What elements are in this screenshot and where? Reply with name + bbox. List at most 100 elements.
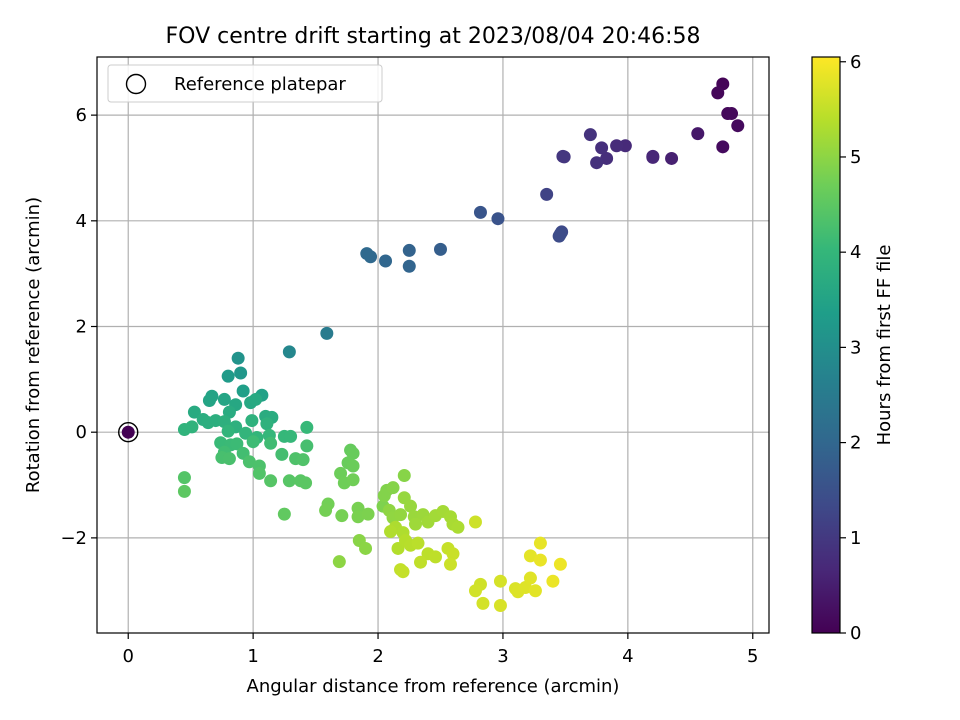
scatter-point — [177, 484, 191, 498]
scatter-point — [282, 345, 296, 359]
scatter-point — [320, 326, 334, 340]
x-tick-label: 2 — [372, 646, 383, 667]
scatter-point — [332, 555, 346, 569]
grid-lines — [97, 57, 769, 633]
scatter-point — [528, 584, 542, 598]
scatter-point — [409, 517, 423, 531]
scatter-point — [177, 471, 191, 485]
scatter-point — [282, 474, 296, 488]
scatter-point — [646, 150, 660, 164]
colorbar-tick-label: 6 — [850, 52, 861, 73]
y-tick-label: −2 — [60, 528, 87, 549]
y-tick-label: 2 — [76, 317, 87, 338]
scatter-point — [252, 466, 266, 480]
scatter-point — [264, 436, 278, 450]
colorbar-label: Hours from first FF file — [874, 245, 895, 446]
scatter-point — [221, 369, 235, 383]
scatter-point — [260, 417, 274, 431]
colorbar-frame — [811, 56, 841, 634]
scatter-point — [518, 581, 532, 595]
scatter-point — [397, 469, 411, 483]
scatter-point — [476, 596, 490, 610]
scatter-point — [187, 405, 201, 419]
scatter-point — [691, 127, 705, 141]
scatter-point — [249, 392, 263, 406]
x-tick-label: 4 — [622, 646, 633, 667]
colorbar-tick-label: 2 — [850, 433, 861, 454]
scatter-point — [493, 599, 507, 613]
x-tick-label: 1 — [247, 646, 258, 667]
scatter-point — [335, 509, 349, 523]
legend-box — [107, 64, 383, 103]
scatter-point — [468, 515, 482, 529]
scatter-point — [473, 205, 487, 219]
scatter-point — [284, 429, 298, 443]
colorbar-tick-label: 1 — [850, 528, 861, 549]
colorbar-tick-label: 4 — [850, 242, 861, 263]
scatter-point — [234, 366, 248, 380]
scatter-point — [523, 571, 537, 585]
y-axis-label: Rotation from reference (arcmin) — [23, 197, 44, 493]
chart-title: FOV centre drift starting at 2023/08/04 … — [166, 24, 701, 49]
scatter-point — [202, 393, 216, 407]
scatter-point — [493, 574, 507, 588]
reference-platepar-marker — [118, 421, 139, 443]
scatter-point — [533, 553, 547, 567]
y-tick-label: 0 — [76, 422, 87, 443]
scatter-point — [346, 473, 360, 487]
scatter-point — [319, 503, 333, 517]
scatter-point — [552, 229, 566, 243]
scatter-point — [222, 452, 236, 466]
scatter-point — [236, 384, 250, 398]
colorbar-tick-label: 5 — [850, 147, 861, 168]
scatter-point — [433, 242, 447, 256]
x-axis-label: Angular distance from reference (arcmin) — [247, 676, 620, 697]
scatter-point — [346, 459, 360, 473]
scatter-point — [379, 254, 393, 268]
colorbar-ticks: 0 1 2 3 4 5 6 — [840, 52, 861, 644]
scatter-point — [277, 507, 291, 521]
x-tick-label: 5 — [747, 646, 758, 667]
scatter-point — [725, 107, 739, 121]
scatter-point — [177, 423, 191, 437]
scatter-point — [414, 555, 428, 569]
colorbar-tick-label: 3 — [850, 337, 861, 358]
scatter-point — [468, 584, 482, 598]
scatter-point — [242, 455, 256, 469]
scatter-point — [600, 151, 614, 165]
colorbar-tick-label: 0 — [850, 623, 861, 644]
scatter-point — [411, 536, 425, 550]
scatter-point — [275, 447, 289, 461]
scatter-point — [556, 149, 570, 163]
scatter-point — [553, 557, 567, 571]
scatter-point — [540, 187, 554, 201]
legend: Reference platepar — [107, 64, 383, 103]
scatter-point — [491, 212, 505, 226]
scatter-point — [221, 424, 235, 438]
data-points — [177, 77, 745, 613]
y-axis-ticks: −2 0 2 4 6 — [60, 105, 97, 549]
scatter-point — [377, 489, 391, 503]
scatter-point — [428, 550, 442, 564]
scatter-point — [402, 243, 416, 257]
scatter-point — [731, 119, 745, 133]
scatter-point — [443, 557, 457, 571]
scatter-point — [264, 474, 278, 488]
scatter-point — [523, 549, 537, 563]
x-tick-label: 3 — [497, 646, 508, 667]
scatter-point — [231, 351, 245, 365]
scatter-point — [351, 510, 365, 524]
scatter-point — [361, 507, 375, 521]
scatter-point — [716, 140, 730, 154]
scatter-point — [404, 499, 418, 513]
scatter-point — [360, 247, 374, 261]
scatter-point — [446, 547, 460, 561]
colorbar-gradient — [812, 57, 840, 633]
axes-frame — [96, 56, 770, 634]
scatter-point — [595, 141, 609, 155]
scatter-point — [346, 446, 360, 460]
scatter-point — [217, 392, 231, 406]
scatter-point — [386, 481, 400, 495]
scatter-point — [665, 151, 679, 165]
